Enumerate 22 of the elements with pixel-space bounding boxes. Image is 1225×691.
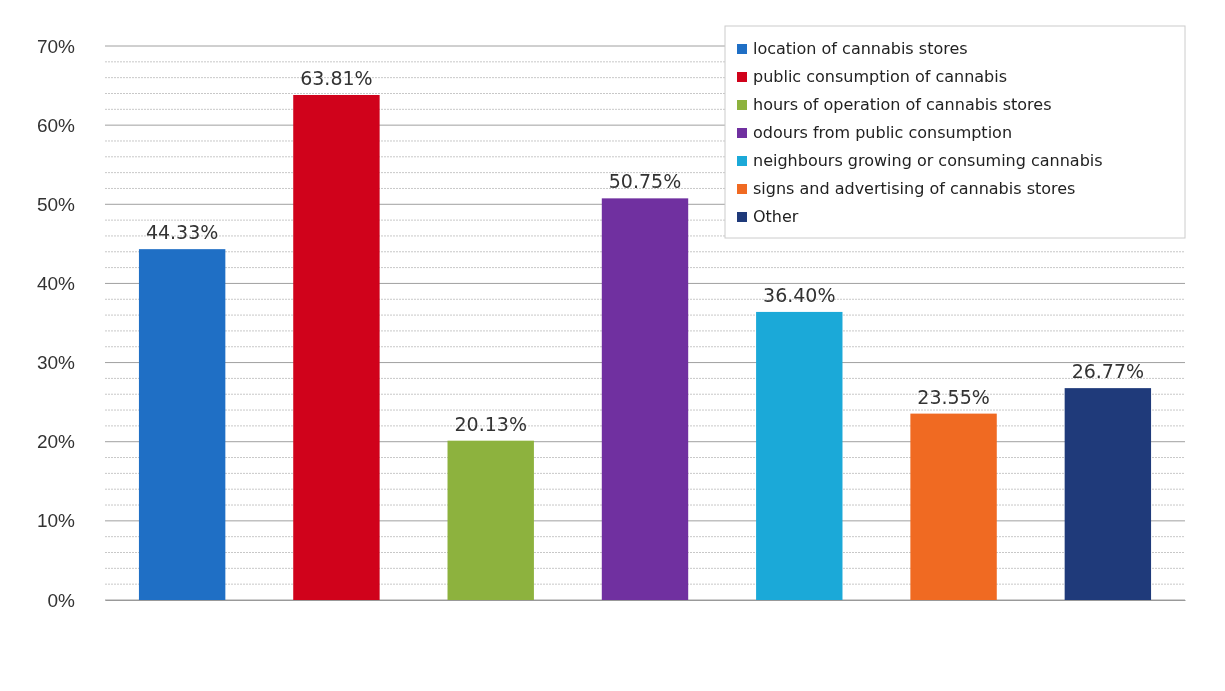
y-tick-label: 20% <box>36 431 76 453</box>
data-label: 23.55% <box>917 385 990 408</box>
legend-label: odours from public consumption <box>753 123 1013 142</box>
y-tick-label: 60% <box>36 114 76 136</box>
legend-label: Other <box>753 207 799 226</box>
y-tick-label: 40% <box>36 273 76 295</box>
legend-label: signs and advertising of cannabis stores <box>753 179 1076 198</box>
y-tick-label: 30% <box>36 352 76 374</box>
y-tick-label: 70% <box>36 35 76 57</box>
data-label: 20.13% <box>454 412 527 435</box>
y-tick-label: 10% <box>36 510 76 532</box>
y-tick-label: 0% <box>47 589 76 611</box>
legend-label: hours of operation of cannabis stores <box>753 95 1052 114</box>
legend-label: public consumption of cannabis <box>753 67 1008 86</box>
data-label: 44.33% <box>145 221 219 244</box>
y-tick-label: 50% <box>36 193 76 215</box>
legend-label: location of cannabis stores <box>753 39 968 58</box>
data-label: 50.75% <box>608 170 682 193</box>
data-label: 63.81% <box>300 66 373 89</box>
data-label: 26.77% <box>1071 360 1145 383</box>
legend-label: neighbours growing or consuming cannabis <box>753 151 1103 170</box>
data-label: 36.40% <box>763 283 836 306</box>
